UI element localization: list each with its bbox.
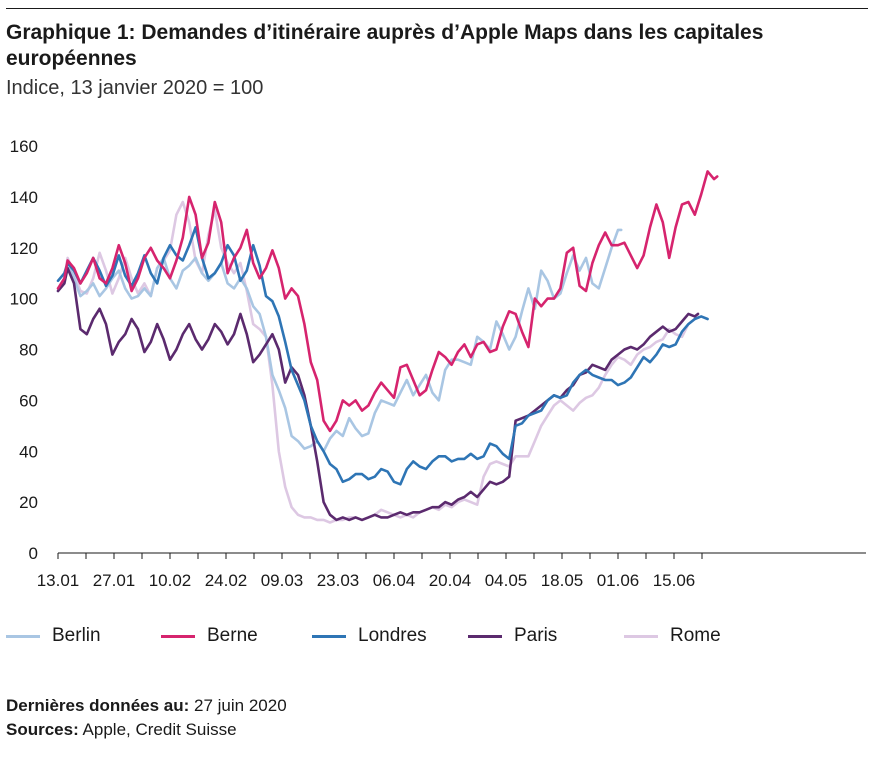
chart-subtitle: Indice, 13 janvier 2020 = 100 <box>6 77 264 99</box>
x-axis-ticks: 13.01 27.01 10.02 24.02 09.03 23.03 06.04 20.04… <box>37 553 703 590</box>
legend-label-paris: Paris <box>514 625 558 646</box>
legend-swatch-berlin <box>6 634 40 638</box>
y-tick-label: 80 <box>19 341 38 360</box>
x-tick-label: 18.05 <box>541 571 584 590</box>
x-tick-label: 04.05 <box>485 571 528 590</box>
legend-swatch-londres <box>312 634 346 638</box>
footer-last-data: Dernières données au: 27 juin 2020 <box>6 695 287 717</box>
last-data-value: 27 juin 2020 <box>194 696 287 715</box>
legend-item-rome: Rome <box>624 624 721 648</box>
y-tick-label: 0 <box>29 544 38 563</box>
x-tick-label: 15.06 <box>653 571 696 590</box>
legend-item-paris: Paris <box>468 624 557 648</box>
legend-swatch-rome <box>624 634 658 638</box>
y-tick-label: 160 <box>10 137 38 156</box>
y-axis-labels: 0 20 40 60 80 100 120 140 160 <box>10 137 38 563</box>
sources-value: Apple, Credit Suisse <box>82 720 237 739</box>
series-line-berne <box>56 170 719 433</box>
x-tick-label: 20.04 <box>429 571 472 590</box>
y-tick-label: 40 <box>19 442 38 461</box>
legend-label-berlin: Berlin <box>52 625 101 646</box>
top-rule <box>6 8 868 9</box>
x-tick-label: 13.01 <box>37 571 80 590</box>
x-tick-label: 09.03 <box>261 571 304 590</box>
x-tick-label: 27.01 <box>93 571 136 590</box>
legend-swatch-berne <box>161 634 195 638</box>
series-line-londres <box>56 226 709 486</box>
x-tick-label: 23.03 <box>317 571 360 590</box>
legend: Berlin Berne Londres Paris Rome <box>6 624 866 648</box>
x-tick-label: 01.06 <box>597 571 640 590</box>
series-lines <box>56 170 719 524</box>
y-tick-label: 20 <box>19 493 38 512</box>
series-line-paris <box>56 266 700 522</box>
y-tick-label: 60 <box>19 391 38 410</box>
legend-swatch-paris <box>468 634 502 638</box>
footer-sources: Sources: Apple, Credit Suisse <box>6 719 237 741</box>
series-line-berlin <box>56 228 623 453</box>
x-tick-label: 10.02 <box>149 571 192 590</box>
line-chart: 0 20 40 60 80 100 120 140 160 13.01 27.01 10.02 24.… <box>10 137 866 590</box>
last-data-label: Dernières données au: <box>6 696 190 715</box>
legend-item-londres: Londres <box>312 624 427 648</box>
legend-label-berne: Berne <box>207 625 258 646</box>
y-tick-label: 120 <box>10 239 38 258</box>
x-tick-label: 24.02 <box>205 571 248 590</box>
y-tick-label: 100 <box>10 290 38 309</box>
y-tick-label: 140 <box>10 188 38 207</box>
legend-item-berne: Berne <box>161 624 258 648</box>
chart-title: Graphique 1: Demandes d’itinéraire auprè… <box>6 21 764 70</box>
x-tick-label: 06.04 <box>373 571 416 590</box>
legend-label-londres: Londres <box>358 625 427 646</box>
legend-label-rome: Rome <box>670 625 721 646</box>
legend-item-berlin: Berlin <box>6 624 101 648</box>
sources-label: Sources: <box>6 720 79 739</box>
